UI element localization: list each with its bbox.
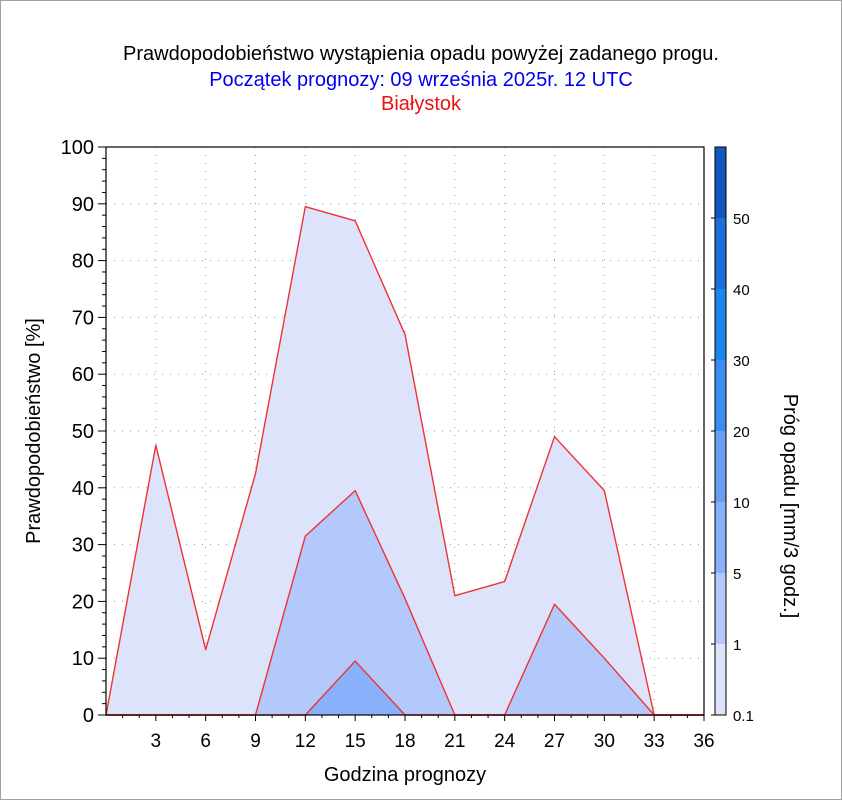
y-tick-label: 20 [72, 591, 94, 613]
y-tick-label: 100 [61, 137, 94, 159]
y-tick-label: 90 [72, 194, 94, 216]
area-series-1 [106, 490, 704, 715]
colorbar-segment [715, 644, 726, 715]
x-tick-label: 24 [494, 731, 516, 752]
x-tick-label: 36 [693, 731, 714, 752]
chart-title: Prawdopodobieństwo wystąpienia opadu pow… [123, 43, 719, 65]
y-tick-label: 40 [72, 478, 94, 500]
y-tick-label: 0 [83, 705, 94, 727]
x-tick-label: 30 [594, 731, 615, 752]
colorbar-tick-label: 20 [733, 424, 750, 441]
colorbar-segment [715, 431, 726, 502]
colorbar-label: Próg opadu [mm/3 godz.] [779, 394, 801, 619]
colorbar-tick-label: 5 [733, 566, 741, 583]
y-tick-label: 80 [72, 251, 94, 273]
colorbar-tick-label: 50 [733, 211, 750, 228]
y-tick-label: 10 [72, 648, 94, 670]
x-tick-label: 21 [444, 731, 465, 752]
chart-subtitle: Początek prognozy: 09 września 2025r. 12… [209, 69, 633, 91]
colorbar-segment [715, 289, 726, 360]
colorbar-tick-label: 30 [733, 353, 750, 370]
y-tick-label: 50 [72, 421, 94, 443]
line-series-0.1 [105, 205, 704, 716]
colorbar-tick-label: 1 [733, 637, 741, 654]
y-axis-ticks: 0 10 20 30 40 50 60 70 80 90 100 [61, 137, 106, 727]
colorbar-tick-label: 10 [733, 495, 750, 512]
colorbar-segment [715, 360, 726, 431]
colorbar-segment [715, 573, 726, 644]
colorbar: 0.1 1 5 10 20 30 40 50 [711, 146, 754, 725]
colorbar-segment [715, 147, 726, 218]
colorbar-tick-label: 40 [733, 282, 750, 299]
chart-titles: Prawdopodobieństwo wystąpienia opadu pow… [0, 40, 842, 116]
colorbar-segment [715, 502, 726, 573]
x-tick-label: 15 [345, 731, 366, 752]
y-tick-label: 30 [72, 535, 94, 557]
x-axis-label: Godzina prognozy [324, 764, 486, 786]
x-tick-label: 18 [394, 731, 415, 752]
x-tick-label: 9 [250, 731, 261, 752]
x-tick-label: 3 [151, 731, 162, 752]
y-axis-label: Prawdopodobieństwo [%] [23, 318, 45, 544]
y-tick-label: 60 [72, 364, 94, 386]
area-series-0.1 [106, 206, 704, 715]
colorbar-tick-label: 0.1 [733, 708, 754, 725]
y-tick-label: 70 [72, 307, 94, 329]
x-tick-label: 6 [200, 731, 211, 752]
x-tick-label: 12 [295, 731, 316, 752]
x-tick-label: 27 [544, 731, 565, 752]
colorbar-segment [715, 218, 726, 289]
x-axis-ticks: 3 6 9 12 15 18 21 24 27 30 33 36 [122, 715, 715, 752]
x-tick-label: 33 [644, 731, 665, 752]
chart-location: Białystok [380, 93, 462, 115]
